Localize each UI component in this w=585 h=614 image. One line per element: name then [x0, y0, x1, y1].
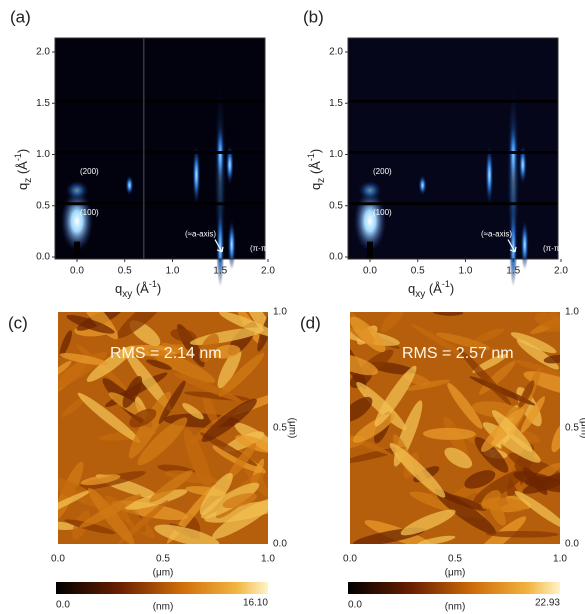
y-tick-label: 0.0 — [565, 539, 579, 550]
x-tick-label: 0.0 — [70, 266, 84, 277]
beamstop — [367, 242, 373, 259]
colorbar-unit: (nm) — [445, 602, 466, 613]
rms-label: RMS = 2.14 nm — [110, 345, 222, 362]
label-main: q — [408, 281, 415, 296]
colorbar-max: 16.10 — [243, 598, 268, 609]
label-main: q — [115, 281, 122, 296]
y-unit: (μm) — [286, 418, 297, 439]
annotation: (200) — [80, 167, 99, 176]
label-unit: (Å — [15, 161, 30, 178]
diffraction-streak — [521, 220, 529, 270]
label-main: q — [15, 183, 30, 190]
x-tick-label: 0.5 — [411, 266, 425, 277]
label-sup: -1 — [442, 279, 450, 289]
x-tick-label: 0.5 — [156, 554, 170, 565]
x-tick-label: 1.0 — [261, 554, 275, 565]
y-tick-label: 1.5 — [329, 98, 343, 109]
label-sup: -1 — [149, 279, 157, 289]
y-tick-label: 2.0 — [329, 47, 343, 58]
panel-label: (d) — [300, 313, 321, 332]
x-unit: (μm) — [445, 568, 466, 579]
x-tick-label: 2.0 — [554, 266, 568, 277]
colorbar — [348, 582, 560, 594]
y-tick-label: 0.5 — [273, 423, 287, 434]
y-tick-label: 2.0 — [36, 47, 50, 58]
annotation: (π-π) — [543, 244, 562, 253]
annotation: (200) — [373, 167, 392, 176]
annotation: (100) — [373, 208, 392, 217]
panel-label: (c) — [8, 313, 28, 332]
x-tick-label: 2.0 — [261, 266, 275, 277]
diffraction-streak — [126, 175, 134, 195]
panel-label: (b) — [303, 7, 324, 26]
colorbar-max: 22.93 — [535, 598, 560, 609]
y-tick-label: 0.5 — [565, 423, 579, 434]
x-tick-label: 1.5 — [213, 266, 227, 277]
diffraction-spot — [358, 180, 382, 200]
diffraction-streak — [228, 220, 236, 270]
panel-label: (a) — [10, 7, 31, 26]
y-tick-label: 0.5 — [329, 200, 343, 211]
y-tick-label: 1.0 — [565, 307, 579, 318]
label-unit: (Å — [132, 281, 149, 296]
label-sub: xy — [415, 289, 425, 300]
x-tick-label: 0.0 — [363, 266, 377, 277]
figure: (a)0.00.51.01.52.00.00.51.01.52.0qxy (Å-… — [0, 0, 585, 614]
annotation: (π-π) — [250, 244, 269, 253]
label-sup: -1 — [13, 153, 23, 161]
label-sup: -1 — [306, 153, 316, 161]
label-main: q — [308, 183, 323, 190]
axis-title: qz (Å-1) — [13, 149, 33, 190]
y-tick-label: 0.5 — [36, 200, 50, 211]
axis-title: qxy (Å-1) — [115, 279, 161, 299]
diffraction-streak — [519, 145, 527, 185]
annotation: (100) — [80, 208, 99, 217]
y-tick-label: 1.0 — [329, 149, 343, 160]
x-tick-label: 1.5 — [506, 266, 520, 277]
axis-title: qz (Å-1) — [306, 149, 326, 190]
colorbar — [56, 582, 268, 594]
x-tick-label: 1.0 — [459, 266, 473, 277]
x-tick-label: 0.0 — [51, 554, 65, 565]
y-unit: (μm) — [578, 418, 585, 439]
x-tick-label: 0.5 — [448, 554, 462, 565]
annotation: (≈a-axis) — [481, 230, 512, 239]
x-tick-label: 0.0 — [343, 554, 357, 565]
x-tick-label: 1.0 — [553, 554, 567, 565]
y-tick-label: 0.0 — [36, 252, 50, 263]
label-close: ) — [450, 281, 454, 296]
diffraction-streak — [419, 175, 427, 195]
x-unit: (μm) — [153, 568, 174, 579]
label-unit: (Å — [308, 161, 323, 178]
label-sub: xy — [122, 289, 132, 300]
colorbar-min: 0.0 — [56, 600, 70, 611]
label-unit: (Å — [425, 281, 442, 296]
colorbar-min: 0.0 — [348, 600, 362, 611]
diffraction-streak — [226, 145, 234, 185]
label-close: ) — [157, 281, 161, 296]
rms-label: RMS = 2.57 nm — [402, 345, 514, 362]
annotation: (≈a-axis) — [185, 230, 216, 239]
label-close: ) — [15, 149, 30, 153]
colorbar-unit: (nm) — [153, 602, 174, 613]
x-tick-label: 1.0 — [166, 266, 180, 277]
y-tick-label: 1.0 — [36, 149, 50, 160]
y-tick-label: 1.5 — [36, 98, 50, 109]
label-close: ) — [308, 149, 323, 153]
beamstop — [74, 242, 80, 259]
x-tick-label: 0.5 — [118, 266, 132, 277]
diffraction-spot — [65, 180, 89, 200]
axis-title: qxy (Å-1) — [408, 279, 454, 299]
y-tick-label: 1.0 — [273, 307, 287, 318]
y-tick-label: 0.0 — [273, 539, 287, 550]
y-tick-label: 0.0 — [329, 252, 343, 263]
